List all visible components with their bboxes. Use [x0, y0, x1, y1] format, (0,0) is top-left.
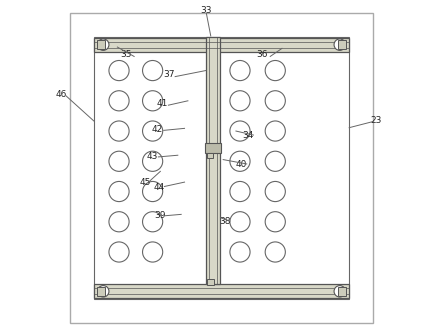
Circle shape [143, 242, 163, 262]
Bar [338, 40, 346, 49]
Bar [94, 284, 349, 298]
Text: 38: 38 [219, 217, 231, 226]
Circle shape [230, 60, 250, 81]
Text: 42: 42 [152, 125, 163, 134]
Bar [207, 279, 214, 285]
Circle shape [143, 212, 163, 232]
Bar [97, 287, 105, 296]
Circle shape [109, 121, 129, 141]
Text: 44: 44 [154, 183, 165, 192]
Bar [206, 143, 221, 153]
Bar [206, 37, 221, 284]
Circle shape [334, 39, 346, 50]
Circle shape [143, 181, 163, 202]
Bar [94, 38, 349, 52]
Circle shape [109, 181, 129, 202]
Text: 33: 33 [201, 6, 212, 14]
Circle shape [109, 212, 129, 232]
Bar [97, 40, 105, 49]
Circle shape [230, 91, 250, 111]
Circle shape [230, 181, 250, 202]
Circle shape [143, 121, 163, 141]
Circle shape [265, 91, 285, 111]
Circle shape [265, 121, 285, 141]
Text: 41: 41 [157, 99, 168, 108]
Circle shape [230, 242, 250, 262]
Text: 43: 43 [147, 152, 158, 161]
Circle shape [109, 151, 129, 171]
Bar [207, 153, 213, 158]
Text: 39: 39 [155, 211, 166, 219]
Circle shape [97, 39, 109, 50]
Circle shape [265, 212, 285, 232]
Circle shape [265, 181, 285, 202]
Circle shape [97, 286, 109, 297]
Circle shape [109, 242, 129, 262]
Text: 40: 40 [236, 160, 247, 169]
Text: 34: 34 [242, 131, 253, 140]
Circle shape [143, 151, 163, 171]
Circle shape [109, 91, 129, 111]
Circle shape [143, 91, 163, 111]
Circle shape [265, 60, 285, 81]
Circle shape [143, 60, 163, 81]
Circle shape [265, 151, 285, 171]
Circle shape [230, 121, 250, 141]
Text: 45: 45 [139, 178, 151, 186]
Bar [338, 287, 346, 296]
Circle shape [230, 151, 250, 171]
Text: 23: 23 [370, 117, 382, 125]
Text: 46: 46 [55, 90, 66, 98]
Circle shape [334, 286, 346, 297]
Bar [94, 37, 349, 299]
Text: 37: 37 [163, 70, 175, 79]
Circle shape [109, 60, 129, 81]
Circle shape [265, 242, 285, 262]
Text: 35: 35 [120, 50, 132, 59]
Text: 36: 36 [256, 50, 268, 59]
Circle shape [230, 212, 250, 232]
